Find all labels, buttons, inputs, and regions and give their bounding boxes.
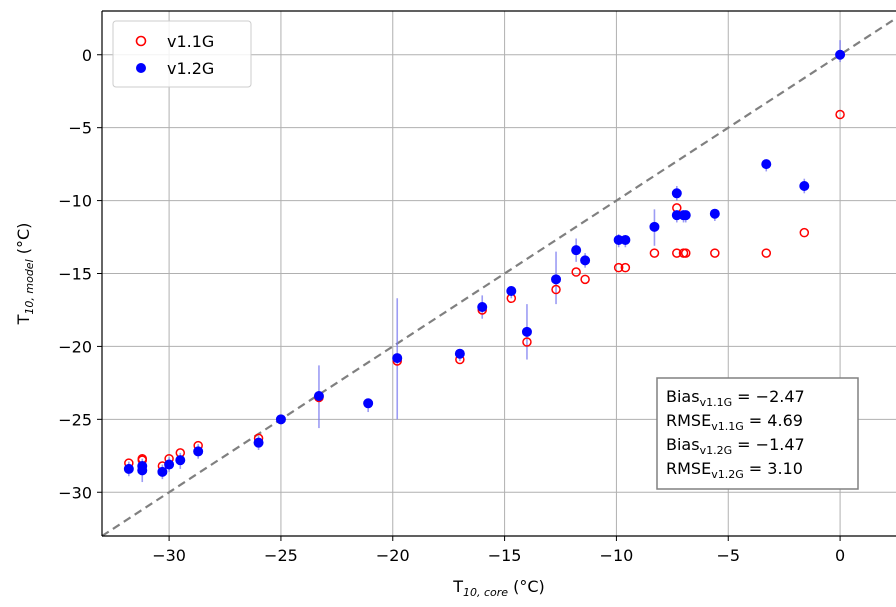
x-tick-label: −10 xyxy=(600,546,634,565)
point-v1-2g xyxy=(253,437,264,448)
x-tick-label: −30 xyxy=(152,546,186,565)
x-tick-label: −5 xyxy=(716,546,740,565)
point-v1-1g xyxy=(799,227,810,238)
grid xyxy=(102,11,896,536)
point-v1-2g xyxy=(835,49,846,60)
stats-rmse-v1-2g: RMSEv1.2G = 3.10 xyxy=(666,459,803,481)
point-v1-2g xyxy=(137,465,148,476)
point-v1-2g xyxy=(709,208,720,219)
legend: v1.1G v1.2G xyxy=(112,20,252,88)
point-v1-2g xyxy=(521,326,532,337)
point-v1-2g xyxy=(580,255,591,266)
point-v1-2g xyxy=(157,466,168,477)
y-tick-label: −30 xyxy=(58,483,92,502)
point-v1-2g xyxy=(551,274,562,285)
y-tick-label: 0 xyxy=(82,46,92,65)
point-v1-2g xyxy=(506,285,517,296)
point-v1-2g xyxy=(275,414,286,425)
stats-bias-v1-1g: Biasv1.1G = −2.47 xyxy=(666,387,805,409)
x-tick-label: −15 xyxy=(488,546,522,565)
x-axis-label: T10, core (°C) xyxy=(452,577,545,599)
point-v1-2g xyxy=(761,159,772,170)
point-v1-2g xyxy=(363,398,374,409)
stats-box: Biasv1.1G = −2.47 RMSEv1.1G = 4.69 Biasv… xyxy=(656,377,859,490)
point-v1-2g xyxy=(680,210,691,221)
point-v1-2g xyxy=(649,221,660,232)
one-to-one-line xyxy=(101,17,896,537)
point-v1-2g xyxy=(620,234,631,245)
legend-marker-v1-2g xyxy=(136,63,146,73)
x-tick-label: 0 xyxy=(835,546,845,565)
x-tick-label: −25 xyxy=(264,546,298,565)
point-v1-1g xyxy=(649,248,660,258)
reference-line xyxy=(101,17,896,537)
x-tick-label: −20 xyxy=(376,546,410,565)
point-v1-2g xyxy=(454,348,465,359)
point-v1-2g xyxy=(175,455,186,466)
point-v1-1g xyxy=(522,337,532,347)
y-tick-label: −20 xyxy=(58,337,92,356)
point-v1-2g xyxy=(392,353,403,364)
point-v1-1g xyxy=(620,262,631,273)
y-axis-ticks: −30 −25 −20 −15 −10 −5 0 xyxy=(58,46,102,502)
point-v1-2g xyxy=(164,459,175,470)
y-tick-label: −5 xyxy=(68,119,92,138)
point-v1-2g xyxy=(313,390,324,401)
point-v1-1g xyxy=(761,248,772,258)
y-axis-label: T10, model (°C) xyxy=(14,223,36,326)
point-v1-1g xyxy=(571,267,581,277)
point-v1-1g xyxy=(672,248,682,258)
point-v1-1g xyxy=(710,248,720,258)
legend-label-v1-1g: v1.1G xyxy=(167,32,214,51)
point-v1-2g xyxy=(799,180,810,191)
legend-box xyxy=(112,20,252,88)
point-v1-2g xyxy=(671,188,682,199)
point-v1-2g xyxy=(193,446,204,457)
stats-box-frame xyxy=(656,377,859,490)
point-v1-1g xyxy=(551,284,561,295)
y-tick-label: −25 xyxy=(58,410,92,429)
x-axis-ticks: −30 −25 −20 −15 −10 −5 0 xyxy=(152,536,845,565)
point-v1-2g xyxy=(123,463,134,474)
legend-label-v1-2g: v1.2G xyxy=(167,59,214,78)
y-tick-label: −15 xyxy=(58,265,92,284)
point-v1-1g xyxy=(681,248,691,258)
stats-bias-v1-2g: Biasv1.2G = −1.47 xyxy=(666,435,805,457)
point-v1-1g xyxy=(580,274,590,285)
point-v1-2g xyxy=(571,245,582,256)
point-v1-2g xyxy=(477,302,488,313)
legend-marker-v1-1g xyxy=(135,35,147,47)
point-v1-1g xyxy=(613,262,624,273)
point-v1-1g xyxy=(835,109,845,120)
stats-rmse-v1-1g: RMSEv1.1G = 4.69 xyxy=(666,411,803,433)
y-tick-label: −10 xyxy=(58,192,92,211)
data-points xyxy=(123,49,846,477)
